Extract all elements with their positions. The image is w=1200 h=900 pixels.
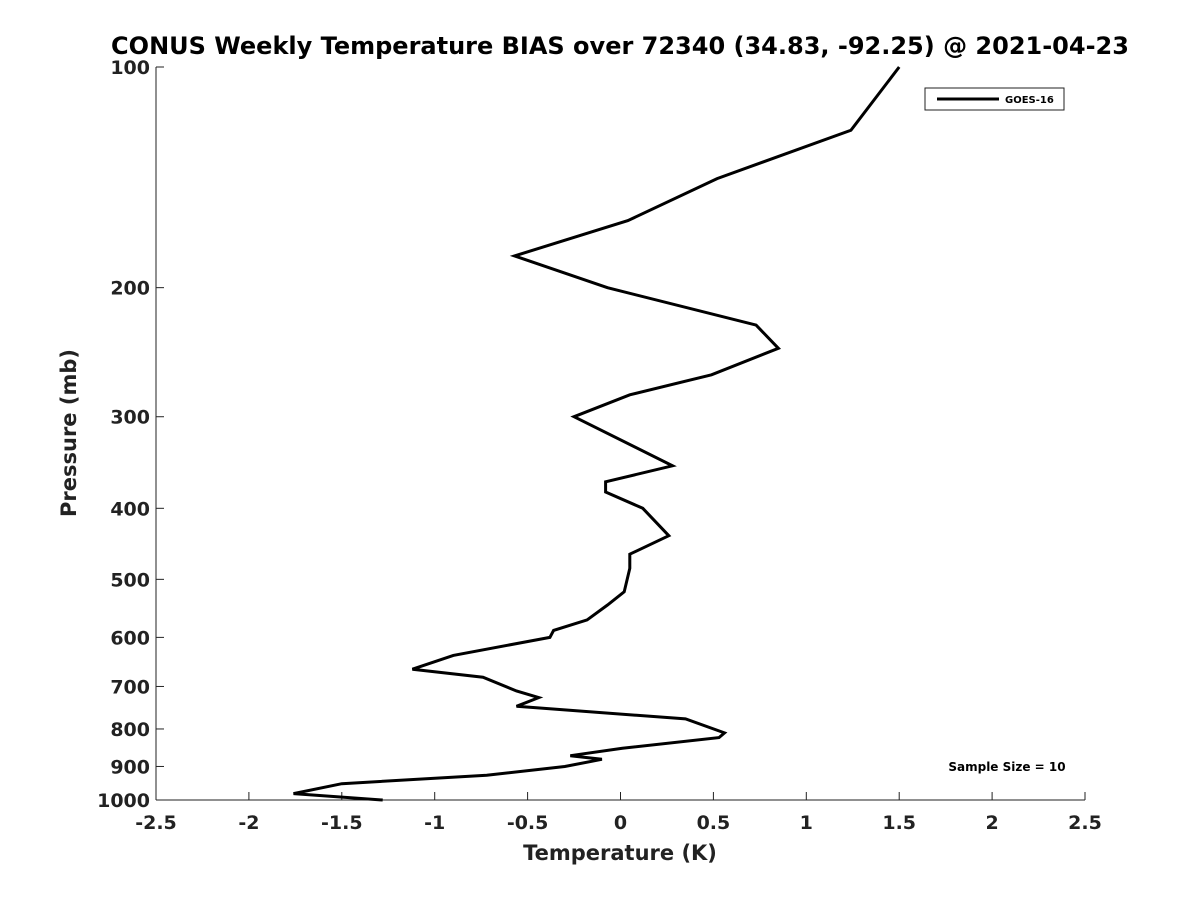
sample-size-annotation: Sample Size = 10: [948, 760, 1065, 774]
series-line-goes-16: [293, 66, 901, 802]
x-tick-label: -2: [238, 812, 259, 834]
y-tick-label: 800: [110, 719, 150, 741]
y-tick-label: 200: [110, 278, 150, 300]
y-tick-label: 400: [110, 498, 150, 520]
y-tick-label: 1000: [97, 790, 150, 812]
legend: GOES-16: [924, 87, 1065, 111]
x-tick-label: 0: [614, 812, 627, 834]
x-tick-label: 0.5: [697, 812, 731, 834]
chart-title: CONUS Weekly Temperature BIAS over 72340…: [111, 32, 1129, 60]
series-layer: [293, 66, 901, 802]
x-tick-label: -1: [424, 812, 445, 834]
legend-label-goes-16: GOES-16: [1005, 95, 1054, 106]
x-tick-label: -0.5: [507, 812, 549, 834]
x-tick-label: -2.5: [135, 812, 177, 834]
x-axis-label: Temperature (K): [523, 841, 717, 865]
y-tick-label: 600: [110, 627, 150, 649]
x-tick-label: 2.5: [1068, 812, 1102, 834]
y-tick-label: 500: [110, 569, 150, 591]
x-tick-label: 1: [800, 812, 813, 834]
x-ticks: -2.5 -2 -1.5 -1 -0.5 0 0.5 1 1.5 2 2.5: [135, 792, 1102, 834]
y-tick-label: 100: [110, 57, 150, 79]
y-tick-label: 900: [110, 756, 150, 778]
x-tick-label: 1.5: [882, 812, 916, 834]
x-tick-label: 2: [985, 812, 998, 834]
y-tick-label: 300: [110, 407, 150, 429]
y-ticks: 100 200 300 400 500 600 700 800 900 1000: [97, 57, 164, 812]
y-axis-label: Pressure (mb): [57, 349, 81, 517]
x-tick-label: -1.5: [321, 812, 363, 834]
y-tick-label: 700: [110, 676, 150, 698]
